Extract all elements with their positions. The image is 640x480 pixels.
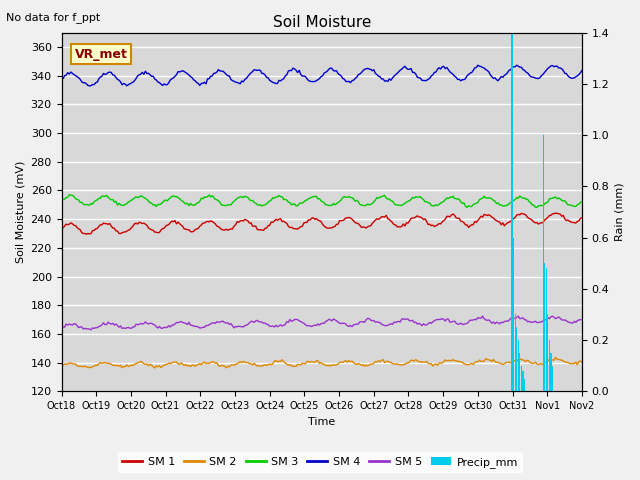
Bar: [522, 371, 524, 391]
Bar: [544, 263, 545, 391]
Bar: [521, 366, 522, 391]
Y-axis label: Soil Moisture (mV): Soil Moisture (mV): [15, 161, 25, 263]
Bar: [550, 353, 552, 391]
Bar: [519, 353, 520, 391]
Bar: [524, 379, 525, 391]
Bar: [547, 314, 548, 391]
Bar: [548, 340, 550, 391]
Title: Soil Moisture: Soil Moisture: [273, 15, 371, 30]
Text: No data for f_ppt: No data for f_ppt: [6, 12, 100, 23]
Bar: [552, 366, 553, 391]
Bar: [518, 340, 519, 391]
Legend: SM 1, SM 2, SM 3, SM 4, SM 5, Precip_mm: SM 1, SM 2, SM 3, SM 4, SM 5, Precip_mm: [118, 452, 522, 472]
Bar: [515, 314, 516, 391]
Bar: [513, 238, 514, 391]
X-axis label: Time: Time: [308, 417, 335, 427]
Bar: [543, 135, 544, 391]
Bar: [516, 327, 517, 391]
Y-axis label: Rain (mm): Rain (mm): [615, 182, 625, 241]
Text: VR_met: VR_met: [74, 48, 127, 60]
Bar: [511, 33, 513, 391]
Bar: [546, 268, 547, 391]
